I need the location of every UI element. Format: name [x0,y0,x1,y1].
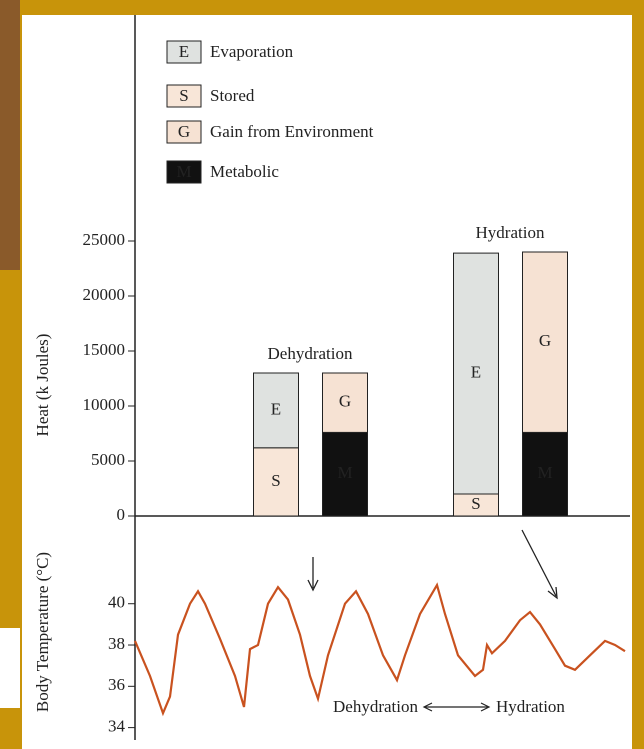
legend-label: Stored [210,86,255,105]
segment-key: M [337,463,352,482]
legend-key: E [179,42,189,61]
annotation: Dehydration [333,697,418,716]
annotation: Hydration [496,697,565,716]
y-tick-label: 0 [117,505,126,524]
bar-segment [322,431,368,517]
bar-segment [322,372,368,433]
legend-label: Gain from Environment [210,122,374,141]
bar-segment [253,372,299,449]
legend-key: G [178,122,190,141]
legend-key: M [176,162,191,181]
segment-key: G [339,392,351,411]
bar-segment [453,252,499,495]
y-tick-label: 10000 [83,395,126,414]
y-tick-label: 5000 [91,450,125,469]
arrow [521,529,557,597]
legend-key: S [179,86,188,105]
y-tick-label: 38 [108,634,125,653]
arrow-head [547,586,558,600]
legend-label: Metabolic [210,162,279,181]
y-tick-label: 25000 [83,230,126,249]
y-tick-label: 20000 [83,285,126,304]
segment-key: S [271,471,280,490]
bar-segment [522,431,568,517]
y-tick-label: 15000 [83,340,126,359]
segment-key: M [537,463,552,482]
y-axis-label: Body Temperature (°C) [33,552,52,712]
category-label: Dehydration [268,344,353,363]
segment-key: E [471,362,481,381]
segment-key: E [271,399,281,418]
y-tick-label: 34 [108,717,126,736]
y-axis-label: Heat (k Joules) [33,334,52,437]
legend-swatch [166,120,202,144]
category-label: Hydration [476,223,545,242]
bar-segment [253,447,299,517]
photo-fragment [0,0,20,270]
legend-swatch [166,160,202,184]
temperature-line [133,582,626,717]
arrow-head [307,579,319,592]
segment-key: G [539,331,551,350]
y-tick-label: 36 [108,675,125,694]
segment-key: S [471,494,480,513]
legend-swatch [166,40,202,64]
double-arrow-head [422,702,491,712]
y-tick-label: 40 [108,593,125,612]
legend-swatch [166,84,202,108]
side-panel [0,628,20,708]
bar-segment [522,251,568,433]
legend-label: Evaporation [210,42,294,61]
